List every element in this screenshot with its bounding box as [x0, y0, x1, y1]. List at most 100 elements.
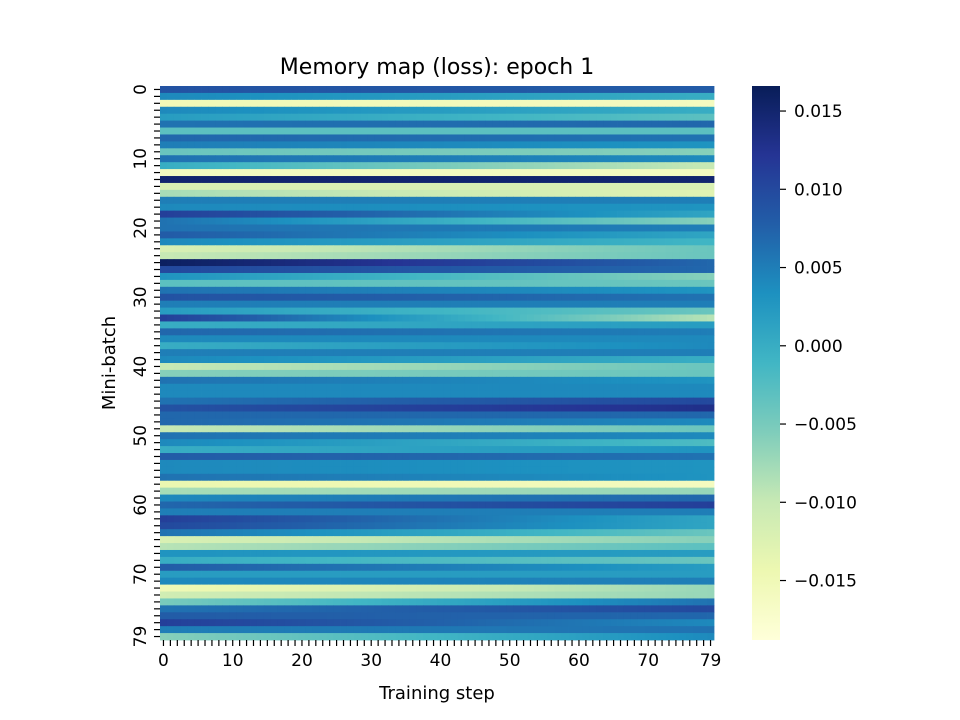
heatmap-cell — [464, 466, 473, 475]
heatmap-cell — [388, 480, 396, 489]
heatmap-cell — [173, 446, 182, 454]
heatmap-cell — [160, 231, 168, 239]
heatmap-cell — [506, 182, 514, 191]
heatmap-cell — [547, 376, 556, 385]
heatmap-cell — [388, 231, 396, 239]
heatmap-cell — [513, 106, 521, 115]
heatmap-cell — [270, 238, 279, 246]
heatmap-cell — [243, 515, 251, 523]
heatmap-cell — [305, 238, 313, 246]
heatmap-cell — [250, 349, 258, 357]
heatmap-cell — [617, 279, 625, 288]
heatmap-cell — [160, 169, 168, 177]
heatmap-cell — [312, 134, 320, 142]
heatmap-cell — [568, 397, 576, 405]
heatmap-cell — [665, 245, 673, 253]
heatmap-cell — [298, 293, 306, 302]
heatmap-cell — [443, 425, 452, 433]
heatmap-cell — [430, 494, 438, 502]
heatmap-cell — [658, 300, 666, 308]
heatmap-cell — [284, 92, 292, 101]
heatmap-cell — [298, 487, 306, 495]
heatmap-cell — [360, 252, 369, 260]
heatmap-cell — [623, 349, 632, 357]
heatmap-cell — [298, 383, 306, 392]
heatmap-cell — [430, 252, 438, 260]
heatmap-cell — [284, 210, 292, 218]
heatmap-cell — [700, 210, 708, 218]
heatmap-cell — [270, 148, 279, 156]
heatmap-cell — [305, 411, 313, 419]
heatmap-cell — [160, 307, 168, 315]
heatmap-cell — [540, 425, 549, 433]
heatmap-cell — [353, 404, 362, 412]
heatmap-cell — [353, 106, 362, 115]
heatmap-cell — [457, 238, 466, 246]
heatmap-cell — [326, 383, 334, 392]
heatmap-cell — [256, 231, 265, 239]
heatmap-cell — [499, 286, 507, 295]
heatmap-cell — [360, 487, 369, 495]
heatmap-cell — [367, 369, 376, 378]
heatmap-cell — [353, 425, 362, 433]
heatmap-cell — [443, 356, 452, 364]
heatmap-cell — [284, 342, 292, 350]
heatmap-cell — [603, 238, 611, 246]
heatmap-cell — [402, 245, 410, 253]
heatmap-cell — [686, 439, 694, 447]
heatmap-cell — [686, 314, 694, 322]
heatmap-cell — [208, 515, 216, 523]
heatmap-cell — [665, 501, 673, 509]
heatmap-cell — [298, 279, 306, 288]
heatmap-cell — [388, 369, 396, 378]
heatmap-cell — [263, 127, 272, 135]
heatmap-cell — [291, 293, 299, 302]
heatmap-cell — [610, 446, 618, 454]
heatmap-cell — [263, 321, 272, 329]
heatmap-cell — [630, 390, 639, 399]
heatmap-cell — [443, 342, 452, 350]
heatmap-cell — [686, 272, 694, 281]
heatmap-cell — [381, 127, 389, 135]
heatmap-cell — [533, 487, 542, 495]
heatmap-cell — [672, 459, 680, 468]
heatmap-cell — [700, 356, 708, 364]
heatmap-cell — [658, 120, 666, 128]
heatmap-cell — [284, 141, 292, 149]
heatmap-cell — [381, 266, 389, 274]
heatmap-cell — [506, 376, 514, 385]
heatmap-cell — [457, 217, 466, 225]
heatmap-cell — [623, 231, 632, 239]
heatmap-cell — [540, 245, 549, 253]
heatmap-cell — [284, 286, 292, 295]
heatmap-cell — [575, 86, 583, 94]
heatmap-cell — [665, 508, 673, 516]
heatmap-cell — [340, 363, 348, 371]
heatmap-cell — [568, 279, 576, 288]
heatmap-cell — [374, 162, 382, 170]
heatmap-cell — [187, 92, 196, 101]
heatmap-cell — [160, 473, 168, 482]
heatmap-cell — [395, 404, 403, 412]
heatmap-cell — [194, 279, 202, 288]
heatmap-cell — [665, 99, 673, 108]
heatmap-cell — [637, 335, 646, 343]
heatmap-cell — [236, 404, 244, 412]
heatmap-cell — [443, 404, 452, 412]
heatmap-cell — [291, 307, 299, 315]
heatmap-cell — [623, 113, 632, 122]
heatmap-cell — [707, 335, 715, 343]
heatmap-cell — [305, 189, 313, 198]
heatmap-cell — [284, 307, 292, 315]
heatmap-cell — [457, 266, 466, 274]
heatmap-cell — [395, 390, 403, 399]
heatmap-cell — [540, 120, 549, 128]
heatmap-cell — [596, 321, 604, 329]
heatmap-cell — [353, 196, 362, 205]
heatmap-cell — [596, 162, 604, 170]
heatmap-cell — [471, 210, 479, 218]
heatmap-cell — [270, 328, 279, 336]
heatmap-cell — [333, 120, 341, 128]
heatmap-cell — [319, 335, 327, 343]
heatmap-cell — [499, 446, 507, 454]
